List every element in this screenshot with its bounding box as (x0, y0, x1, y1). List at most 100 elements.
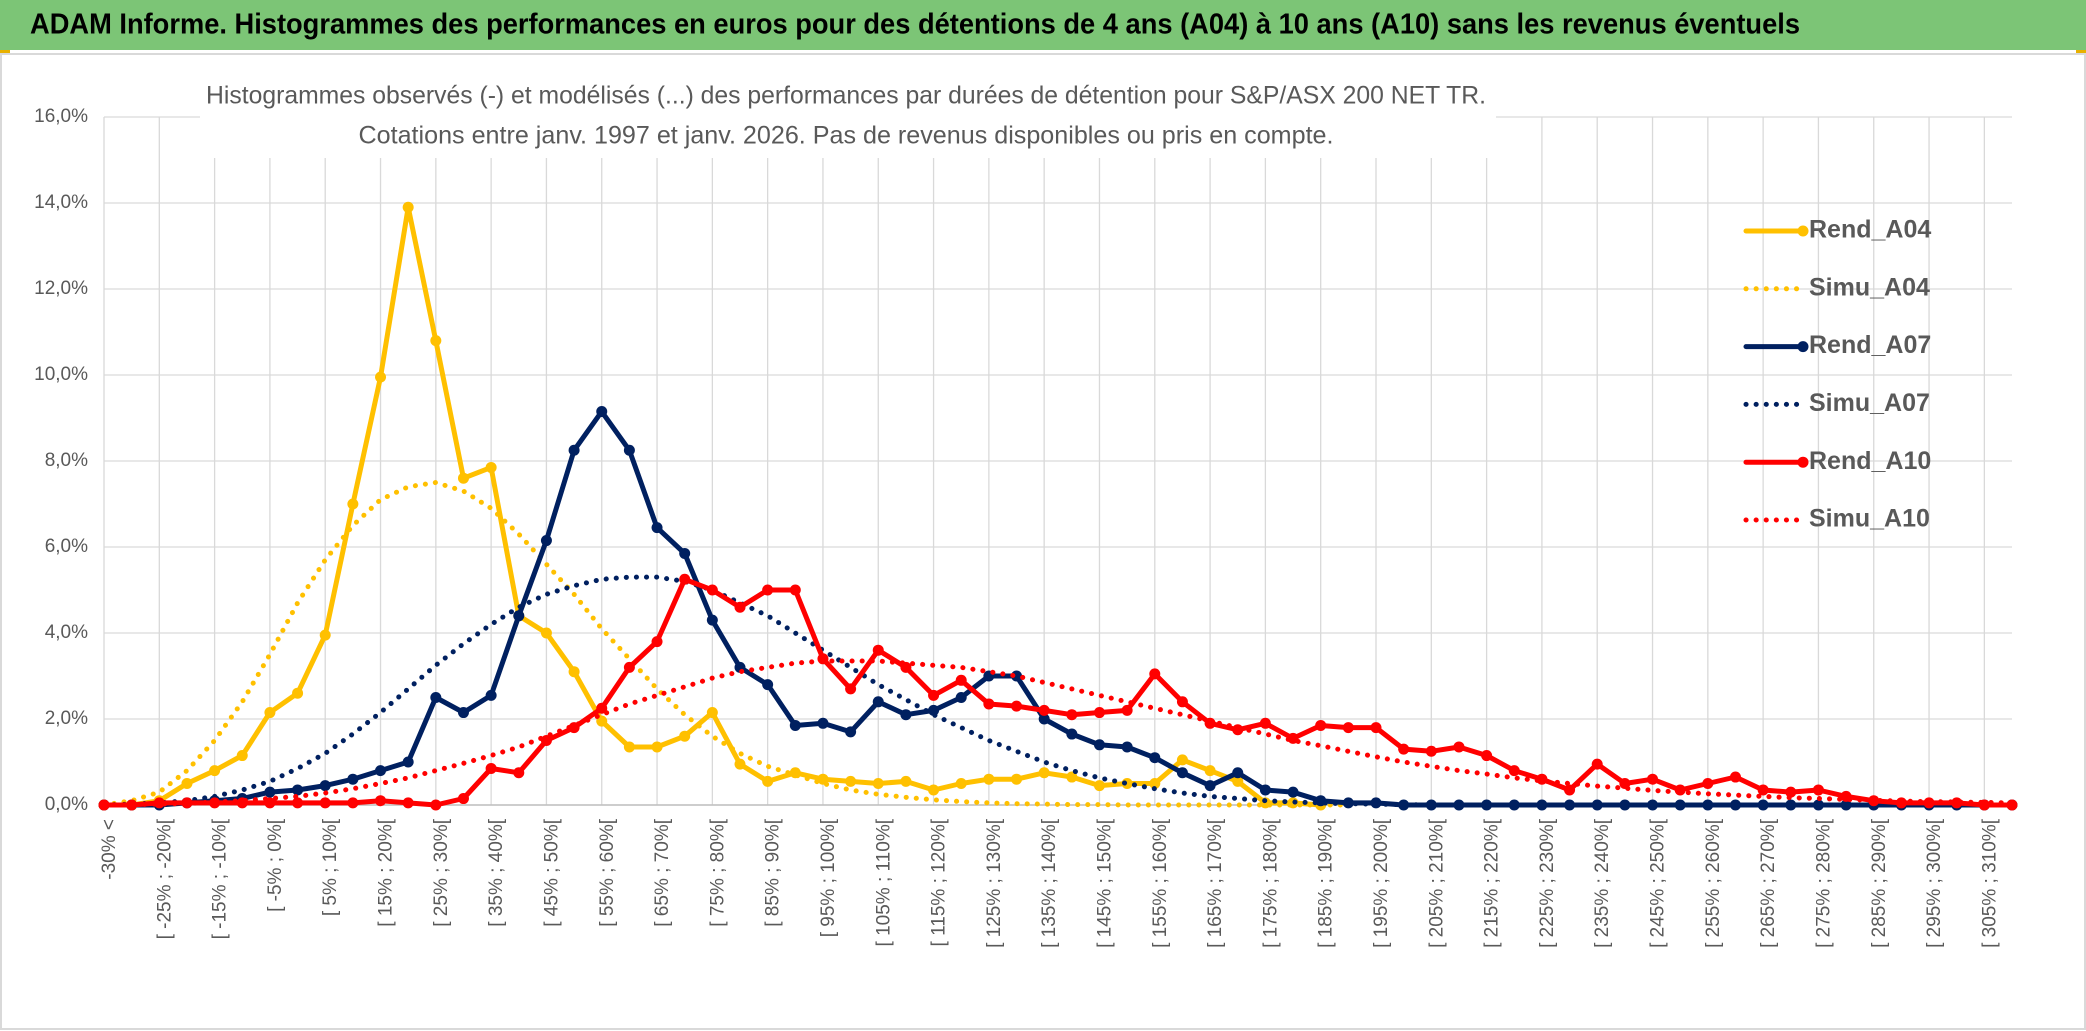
point (457, 793, 469, 805)
chart-subtitle: Cotations entre janv. 1997 et janv. 2026… (359, 122, 1334, 150)
point (485, 762, 497, 774)
point (762, 679, 774, 691)
point (513, 610, 525, 622)
point (789, 719, 801, 731)
legend-label: Simu_A04 (1809, 273, 1930, 301)
series-line (101, 409, 2015, 808)
point (568, 444, 580, 456)
x-tick-label: [ 5% ; 10%[ (320, 818, 341, 916)
y-tick-label: 2,0% (45, 708, 88, 729)
point (264, 707, 276, 719)
x-tick-label: [ 85% ; 90%[ (763, 818, 784, 926)
x-tick-label: [ 25% ; 30%[ (431, 818, 452, 926)
point (1453, 741, 1465, 753)
point (1674, 784, 1686, 796)
corner (0, 50, 10, 54)
point (679, 730, 691, 742)
point (1342, 722, 1354, 734)
legend-label: Simu_A07 (1809, 389, 1930, 417)
point (955, 674, 967, 686)
point (181, 778, 193, 789)
point (679, 547, 691, 559)
point (402, 756, 414, 768)
point (817, 773, 829, 785)
x-tick-label: [ 115% ; 120%[ (929, 818, 950, 946)
x-tick-label: [ 265% ; 270%[ (1758, 818, 1779, 948)
series-line (101, 576, 2015, 808)
point (928, 704, 940, 716)
x-tick-label: [ 195% ; 200%[ (1371, 818, 1392, 948)
point (540, 735, 552, 746)
point (1038, 704, 1050, 716)
point (1729, 799, 1741, 811)
point (1093, 707, 1105, 719)
y-tick-label: 14,0% (34, 192, 88, 213)
x-tick-label: [ 215% ; 220%[ (1482, 818, 1503, 948)
point (872, 696, 884, 708)
x-tick-label: [ 175% ; 180%[ (1260, 818, 1281, 948)
corner (2076, 50, 2086, 54)
x-tick-label: [ 65% ; 70%[ (652, 818, 673, 926)
point (1093, 739, 1105, 751)
point (1536, 799, 1548, 811)
series-line (101, 574, 2015, 808)
x-tick-label: [ 205% ; 210%[ (1426, 818, 1447, 948)
x-tick-label: [ -15% ; -10%[ (210, 818, 231, 939)
x-tick-label: [ -25% ; -20%[ (154, 818, 175, 939)
point (1729, 771, 1741, 783)
point (1619, 799, 1631, 811)
page-title: ADAM Informe. Histogrammes des performan… (30, 9, 1800, 41)
point (706, 707, 718, 719)
point (375, 371, 387, 383)
point (375, 795, 387, 807)
series-layer: Rend_A04 Simu_A04 Rend_A07 Simu_A07 Rend_A10… (98, 201, 2018, 811)
point (706, 614, 718, 626)
x-tick-label: [ 295% ; 300%[ (1924, 818, 1945, 948)
point (1702, 778, 1714, 789)
y-tick-label: 12,0% (34, 278, 88, 299)
point (1176, 696, 1188, 708)
point (955, 692, 967, 703)
chart-subtitle: Histogrammes observés (-) et modélisés (… (206, 82, 1486, 110)
point (845, 726, 857, 738)
point (1232, 767, 1244, 779)
point (983, 698, 995, 710)
x-tick-label: [ 165% ; 170%[ (1205, 818, 1226, 948)
point (1232, 775, 1244, 787)
point (1370, 722, 1382, 734)
x-tick-label: [ 75% ; 80%[ (707, 818, 728, 926)
legend-label: Rend_A07 (1809, 331, 1931, 359)
x-tick-label: [ 275% ; 280%[ (1813, 818, 1834, 948)
point (209, 765, 221, 777)
point (872, 778, 884, 789)
point (1591, 758, 1603, 770)
legend-label: Simu_A10 (1809, 505, 1930, 533)
point (1121, 704, 1133, 716)
y-tick-label: 0,0% (45, 794, 88, 815)
point (319, 629, 331, 641)
point (596, 406, 608, 418)
point (623, 741, 635, 753)
x-tick-label: [ 145% ; 150%[ (1094, 818, 1115, 948)
point (292, 784, 304, 796)
point (1176, 754, 1188, 766)
point (762, 584, 774, 596)
point (457, 707, 469, 719)
x-tick-label: [ 135% ; 140%[ (1039, 818, 1060, 948)
y-tick-label: 10,0% (34, 364, 88, 385)
point (817, 717, 829, 729)
legend-marker (1797, 456, 1809, 468)
point (596, 715, 608, 727)
point (568, 666, 580, 678)
point (1840, 799, 1852, 811)
point (1121, 741, 1133, 753)
point (319, 780, 331, 792)
point (762, 775, 774, 787)
point (1647, 799, 1659, 811)
point (1757, 784, 1769, 796)
point (540, 535, 552, 547)
point (596, 702, 608, 714)
x-tick-label: [ 225% ; 230%[ (1537, 818, 1558, 948)
point (347, 498, 359, 510)
x-tick-label: [ 245% ; 250%[ (1648, 818, 1669, 948)
